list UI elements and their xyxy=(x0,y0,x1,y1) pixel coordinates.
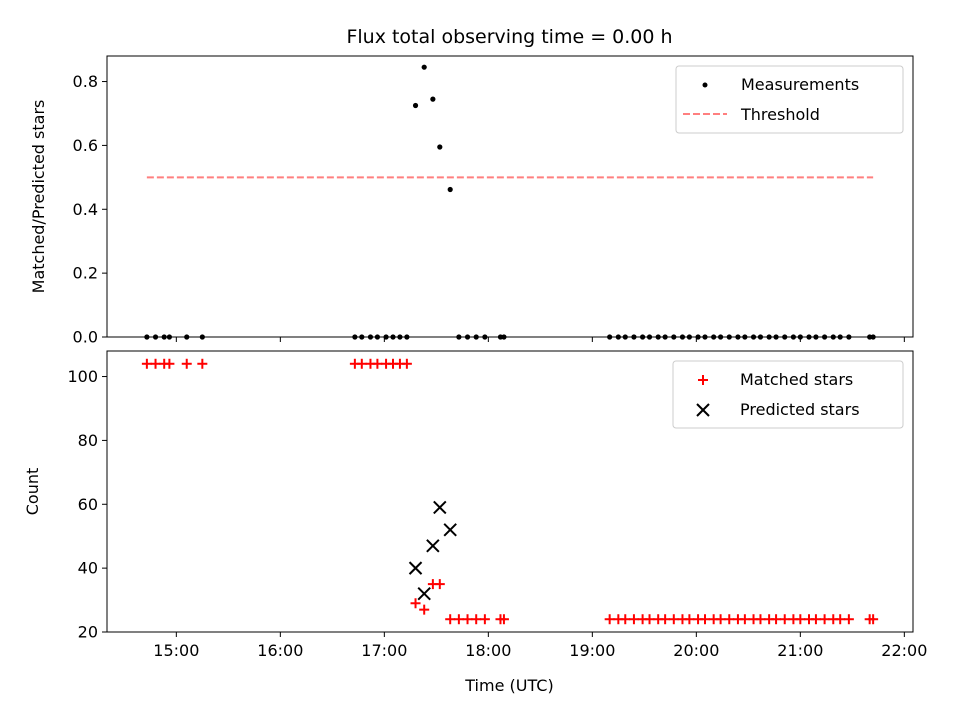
matched-star-marker xyxy=(843,614,854,625)
y-tick-label: 40 xyxy=(78,559,98,578)
bottom-y-axis-label: Count xyxy=(23,468,42,516)
matched-star-marker xyxy=(401,358,412,369)
matched-star-marker xyxy=(795,614,806,625)
predicted-star-marker xyxy=(426,539,440,553)
y-tick-label: 0.0 xyxy=(73,328,98,347)
matched-star-marker xyxy=(668,614,679,625)
x-axis-label: Time (UTC) xyxy=(464,676,553,695)
predicted-star-marker xyxy=(443,523,457,537)
bottom-panel-ticks: 20 40 60 80 100 15:00 16:00 17:00 18:00 19:00 20:0… xyxy=(67,367,927,660)
y-tick-label: 100 xyxy=(67,367,98,386)
top-legend: Measurements Threshold xyxy=(675,65,904,134)
y-tick-label: 0.6 xyxy=(73,136,98,155)
chart-title: Flux total observing time = 0.00 h xyxy=(346,26,672,48)
x-tick-label: 15:00 xyxy=(153,641,199,660)
bottom-panel: 20 40 60 80 100 15:00 16:00 17:00 18:00 19:00 20:0… xyxy=(23,350,927,695)
x-tick-label: 16:00 xyxy=(257,641,303,660)
matched-star-marker xyxy=(498,614,509,625)
y-tick-label: 60 xyxy=(78,495,98,514)
matched-star-marker xyxy=(372,358,383,369)
matched-star-marker xyxy=(620,614,631,625)
matched-star-marker xyxy=(779,614,790,625)
top-panel: 0.00.20.40.60.8 Matched/Predicted stars … xyxy=(29,55,914,347)
x-tick-label: 19:00 xyxy=(569,641,615,660)
x-tick-label: 21:00 xyxy=(777,641,823,660)
y-tick-label: 0.8 xyxy=(73,72,98,91)
matched-star-marker xyxy=(181,358,192,369)
top-legend-box xyxy=(675,65,904,134)
measurement-point xyxy=(412,102,419,109)
matched-star-marker xyxy=(715,614,726,625)
legend-threshold-label: Threshold xyxy=(740,105,820,124)
top-panel-marks xyxy=(144,64,876,340)
matched-star-marker xyxy=(660,614,671,625)
legend-matched-label: Matched stars xyxy=(740,370,853,389)
matched-star-marker xyxy=(644,614,655,625)
bottom-legend: Matched stars Predicted stars xyxy=(672,360,904,429)
y-tick-label: 80 xyxy=(78,431,98,450)
y-tick-label: 0.4 xyxy=(73,200,98,219)
matched-star-marker xyxy=(755,614,766,625)
matched-star-marker xyxy=(462,614,473,625)
x-tick-label: 17:00 xyxy=(361,641,407,660)
bottom-axes-frame xyxy=(106,350,914,633)
measurement-point xyxy=(447,186,453,193)
y-tick-label: 0.2 xyxy=(73,264,98,283)
predicted-star-marker xyxy=(433,500,447,515)
matched-star-marker xyxy=(197,358,208,369)
matched-star-marker xyxy=(628,614,639,625)
matched-star-marker xyxy=(419,604,430,615)
matched-star-marker xyxy=(150,358,161,369)
predicted-star-marker xyxy=(408,561,423,575)
legend-measurements-marker xyxy=(702,82,708,88)
measurement-point xyxy=(437,144,443,150)
matched-star-marker xyxy=(684,614,695,625)
matched-star-marker xyxy=(771,614,782,625)
legend-predicted-label: Predicted stars xyxy=(740,400,860,419)
measurement-point xyxy=(421,64,427,70)
matched-star-marker xyxy=(356,358,367,369)
legend-matched-marker xyxy=(698,375,708,385)
matched-star-marker xyxy=(819,614,830,625)
matched-star-marker xyxy=(445,614,456,625)
matched-star-marker xyxy=(810,614,821,625)
bottom-panel-marks xyxy=(141,358,879,625)
matched-star-marker xyxy=(724,614,735,625)
legend-measurements-label: Measurements xyxy=(741,75,859,94)
y-tick-label: 20 xyxy=(78,623,98,642)
matched-star-marker xyxy=(700,614,710,625)
top-axes-frame xyxy=(106,55,914,338)
legend-predicted-marker xyxy=(696,403,710,417)
matched-star-marker xyxy=(453,614,464,625)
matched-star-marker xyxy=(434,579,445,590)
matched-star-marker xyxy=(479,614,490,625)
matched-star-marker xyxy=(835,614,846,625)
top-panel-ticks: 0.0 0.2 0.4 0.6 0.8 xyxy=(73,72,905,347)
x-tick-label: 20:00 xyxy=(673,641,719,660)
x-tick-label: 18:00 xyxy=(465,641,511,660)
matched-star-marker xyxy=(471,614,482,625)
bottom-legend-box xyxy=(672,360,904,429)
matched-star-marker xyxy=(868,614,879,625)
measurement-point xyxy=(430,96,436,102)
x-tick-label: 22:00 xyxy=(881,641,927,660)
matched-star-marker xyxy=(410,598,421,609)
matched-star-marker xyxy=(141,358,152,369)
matched-star-marker xyxy=(604,614,615,625)
matched-star-marker xyxy=(739,614,750,625)
matched-star-marker xyxy=(164,358,175,369)
predicted-star-marker xyxy=(417,586,431,601)
top-y-axis-label: Matched/Predicted stars xyxy=(29,100,48,294)
